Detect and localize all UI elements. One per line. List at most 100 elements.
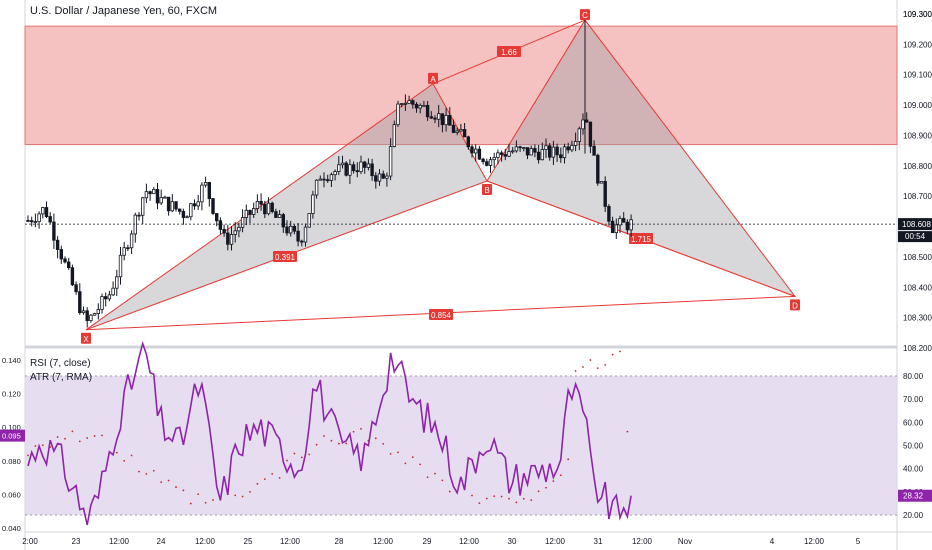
candle-body — [152, 189, 156, 195]
time-tick: 12:00 — [459, 537, 480, 546]
candle-body — [218, 220, 223, 230]
atr-point — [160, 481, 163, 484]
atr-point — [397, 451, 399, 454]
ratio-tag — [273, 251, 297, 262]
pattern-point-c-tag — [580, 9, 590, 21]
candle-body — [451, 124, 456, 133]
candle-body — [214, 213, 219, 222]
price-tick: 109.100 — [903, 71, 932, 80]
atr-point — [478, 502, 481, 505]
time-tick: 28 — [335, 537, 344, 546]
atr-point — [271, 472, 274, 475]
atr-tick: 0.060 — [2, 490, 21, 499]
price-tick: 108.400 — [903, 283, 932, 292]
atr-point — [241, 495, 244, 498]
time-tick: 29 — [423, 537, 432, 546]
candle-body — [518, 146, 522, 149]
candle-body — [37, 213, 41, 222]
atr-point — [537, 490, 540, 493]
candle-body — [359, 161, 363, 173]
candle-body — [52, 221, 56, 241]
candle-body — [44, 207, 49, 217]
candle-body — [92, 313, 97, 316]
candle-body — [140, 197, 145, 216]
candle-body — [588, 121, 593, 147]
atr-point — [545, 486, 547, 489]
time-tick: 12:00 — [804, 537, 825, 546]
harmonic-pattern[interactable]: X A B C D 0.391 1.66 1.715 0.854 — [81, 9, 800, 344]
price-tick: 109.000 — [903, 101, 932, 110]
atr-point — [426, 476, 429, 479]
candle-body — [507, 151, 511, 157]
candle-body — [374, 175, 378, 182]
candle-body — [189, 203, 193, 218]
candle-body — [196, 201, 200, 207]
candle-body — [29, 220, 34, 223]
candle-body — [625, 221, 630, 231]
candle-body — [55, 239, 60, 250]
countdown-tag — [898, 231, 932, 243]
candle-body — [170, 201, 174, 212]
candle-body — [614, 224, 618, 234]
candle-body — [603, 181, 607, 207]
price-tick: 109.300 — [903, 10, 932, 19]
candle-body — [300, 240, 304, 243]
candle-body — [477, 148, 482, 160]
pattern-point-b-tag — [482, 184, 492, 195]
candle-body — [67, 261, 71, 269]
atr-point — [101, 434, 103, 437]
atr-tick: 0.100 — [2, 423, 21, 432]
candle-body — [259, 200, 263, 205]
candle-body — [525, 147, 530, 156]
candle-body — [240, 217, 245, 228]
time-tick: 12:00 — [280, 537, 301, 546]
rsi-tick: 50.00 — [903, 442, 924, 451]
candle-body — [322, 178, 326, 181]
atr-tick: 0.080 — [2, 457, 21, 466]
candle-body — [399, 103, 404, 105]
candle-body — [207, 182, 211, 199]
atr-point — [500, 495, 503, 498]
candle-body — [362, 161, 367, 168]
ratio-tag — [629, 233, 653, 244]
rsi-tick: 20.00 — [903, 511, 924, 520]
candle-body — [396, 103, 400, 126]
candle-body — [155, 189, 160, 204]
atr-point — [93, 435, 96, 437]
candle-body — [548, 145, 552, 158]
candle-body — [285, 226, 289, 234]
candle-body — [288, 225, 293, 234]
candle-body — [551, 146, 556, 158]
candle-body — [448, 115, 452, 126]
ratio-label: 0.854 — [431, 311, 452, 320]
price-scale[interactable]: 109.300 109.200 109.100 109.000 108.900 108.8… — [898, 10, 932, 353]
candle-body — [555, 146, 559, 156]
candle-body — [129, 233, 134, 249]
rsi-band — [25, 376, 897, 515]
time-axis[interactable]: 2:00 23 12:00 24 12:00 25 12:00 28 12:00 29 12:00 3… — [22, 537, 861, 546]
atr-point — [404, 462, 407, 465]
time-tick: 31 — [594, 537, 603, 546]
candle-body — [351, 164, 356, 172]
atr-scale[interactable]: 0.140 0.120 0.100 0.080 0.060 0.040 0.095 — [0, 356, 25, 533]
candle-body — [70, 267, 75, 286]
candle-body — [325, 179, 330, 182]
candle-body — [111, 287, 115, 296]
candle-body — [248, 209, 252, 215]
candle-body — [577, 128, 581, 142]
atr-tick: 0.040 — [2, 524, 21, 533]
candle-body — [599, 181, 604, 184]
candle-body — [370, 163, 374, 177]
time-tick: 4 — [770, 537, 775, 546]
candle-body — [296, 230, 300, 242]
atr-point — [175, 486, 177, 488]
atr-series — [27, 350, 629, 505]
candle-body — [281, 214, 285, 228]
candle-body — [433, 117, 437, 120]
atr-point — [34, 445, 37, 447]
atr-point — [567, 458, 570, 461]
pattern-point-b: B — [484, 186, 489, 195]
atr-point — [293, 452, 296, 455]
atr-point — [471, 494, 473, 497]
